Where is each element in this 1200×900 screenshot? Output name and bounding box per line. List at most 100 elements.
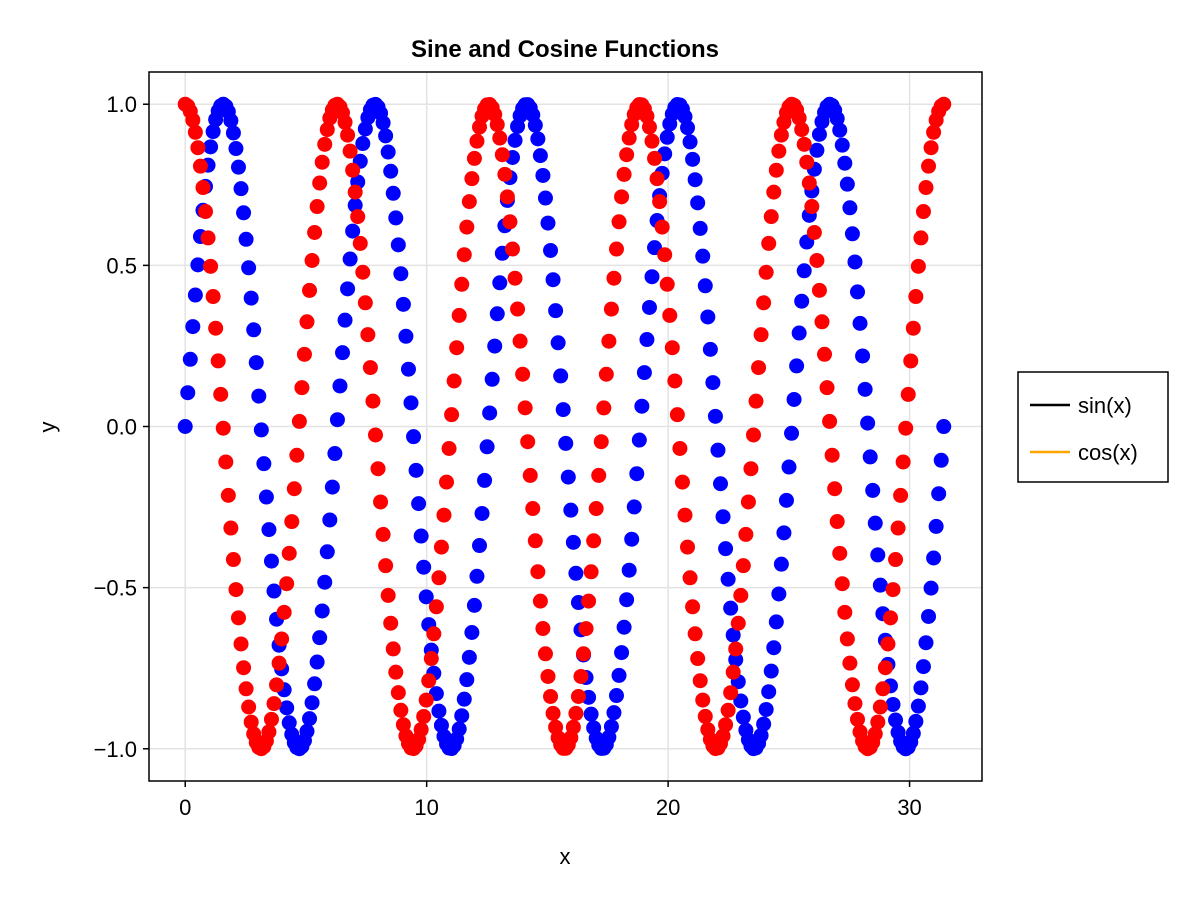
data-point: [621, 130, 637, 146]
data-point: [847, 696, 863, 712]
data-point: [578, 621, 594, 637]
data-point: [644, 269, 660, 285]
x-tick-label: 10: [414, 795, 438, 820]
data-point: [304, 253, 320, 268]
data-point: [525, 501, 541, 517]
data-point: [614, 189, 630, 205]
data-point: [890, 520, 906, 536]
data-point: [791, 325, 807, 341]
data-point: [756, 295, 772, 311]
data-point: [360, 327, 376, 343]
data-point: [576, 646, 592, 662]
data-point: [517, 400, 533, 416]
data-point: [910, 258, 926, 274]
data-point: [753, 727, 769, 743]
data-point: [205, 289, 221, 305]
data-point: [243, 714, 259, 730]
data-point: [548, 303, 564, 319]
data-point: [431, 703, 447, 719]
data-point: [296, 346, 312, 362]
data-point: [537, 646, 553, 662]
data-point: [266, 696, 282, 712]
data-point: [411, 496, 427, 512]
data-point: [865, 482, 881, 498]
data-point: [461, 194, 477, 210]
data-point: [456, 247, 472, 263]
data-point: [647, 150, 663, 166]
data-point: [915, 659, 931, 675]
data-point: [565, 719, 581, 735]
data-point: [903, 353, 919, 369]
data-point: [190, 257, 206, 273]
data-point: [230, 159, 246, 175]
data-point: [263, 711, 279, 727]
data-point: [350, 209, 366, 225]
data-point: [877, 660, 893, 676]
data-point: [367, 427, 383, 443]
data-point: [639, 332, 655, 348]
data-point: [469, 133, 485, 149]
data-point: [692, 673, 708, 689]
data-point: [416, 559, 432, 575]
data-point: [314, 603, 330, 619]
data-point: [484, 371, 500, 387]
data-point: [299, 723, 315, 739]
data-point: [784, 425, 800, 441]
data-point: [918, 180, 934, 196]
data-point: [210, 353, 226, 369]
data-point: [393, 702, 409, 718]
data-point: [913, 680, 929, 696]
data-point: [606, 705, 622, 721]
data-point: [905, 320, 921, 336]
data-point: [494, 147, 510, 163]
data-point: [390, 685, 406, 701]
data-point: [426, 626, 442, 642]
data-point: [413, 528, 429, 544]
data-point: [261, 522, 277, 538]
data-point: [568, 705, 584, 721]
data-point: [928, 518, 944, 534]
data-point: [631, 432, 647, 448]
data-point: [266, 583, 282, 599]
data-point: [492, 275, 508, 291]
data-point: [844, 226, 860, 242]
data-point: [608, 688, 624, 704]
data-point: [794, 293, 810, 309]
data-point: [834, 137, 850, 153]
data-point: [850, 711, 865, 727]
data-point: [875, 681, 891, 697]
data-point: [862, 449, 878, 465]
data-point: [829, 111, 845, 127]
data-point: [565, 534, 581, 550]
data-point: [593, 434, 609, 450]
data-point: [340, 281, 356, 297]
data-point: [921, 158, 937, 174]
data-point: [870, 547, 886, 563]
data-point: [685, 599, 701, 615]
x-tick-label: 20: [656, 795, 680, 820]
data-point: [385, 641, 401, 657]
data-point: [395, 717, 411, 733]
data-point: [586, 533, 602, 549]
x-tick-label: 30: [897, 795, 921, 820]
data-point: [614, 645, 630, 661]
data-point: [317, 136, 333, 152]
data-point: [228, 582, 244, 598]
data-point: [707, 408, 723, 424]
data-point: [692, 220, 708, 236]
data-point: [672, 440, 688, 456]
data-point: [839, 631, 855, 647]
data-point: [657, 247, 673, 263]
data-point: [659, 276, 675, 292]
data-point: [680, 120, 696, 136]
data-point: [274, 631, 290, 647]
data-point: [801, 175, 817, 191]
data-point: [238, 681, 254, 697]
data-point: [332, 378, 348, 394]
data-point: [423, 651, 439, 667]
data-point: [413, 722, 429, 738]
data-point: [723, 685, 739, 701]
data-point: [545, 705, 561, 721]
data-point: [537, 190, 553, 206]
data-point: [400, 361, 416, 377]
